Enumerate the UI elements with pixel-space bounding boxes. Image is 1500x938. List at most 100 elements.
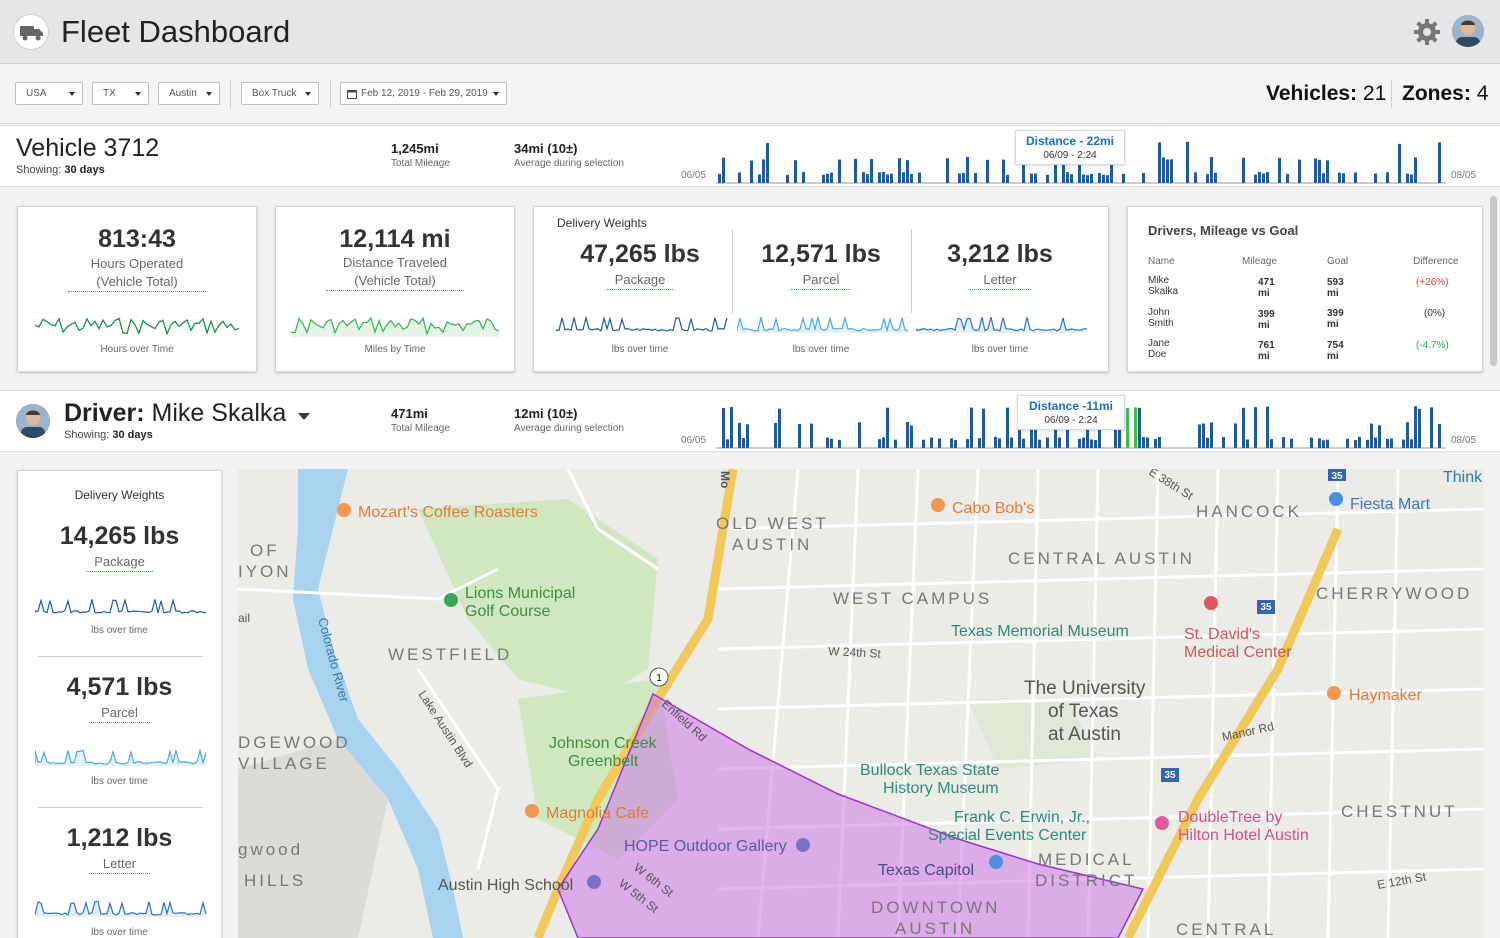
chart-bar [998,438,1001,448]
chart-bar [902,172,905,183]
chart-bar [778,408,781,448]
driver-title[interactable]: Driver: Mike Skalka [64,399,311,428]
city-dropdown[interactable]: Austin [158,82,220,105]
svg-text:Greenbelt: Greenbelt [568,753,639,770]
chart-bar [898,158,901,183]
chart-bar [1326,439,1329,448]
scrollbar[interactable] [1490,196,1497,366]
divider [732,229,733,313]
svg-text:Hilton Hotel Austin: Hilton Hotel Austin [1178,827,1309,844]
svg-text:at Austin: at Austin [1048,724,1121,745]
hours-sparkline[interactable] [35,307,241,337]
distance-sparkline[interactable] [291,307,499,337]
chart-bar [1098,421,1101,448]
svg-text:1: 1 [656,673,662,684]
chart-bar [1322,440,1325,448]
map-canvas[interactable]: 1 35 35 35 OLD WEST AUSTIN HANCOCK CENTR… [238,469,1484,938]
chart-bar [1138,407,1141,448]
svg-text:History Museum: History Museum [883,780,999,797]
chart-bar [1326,160,1329,183]
package-sparkline[interactable] [35,595,207,615]
drivers-title: Drivers, Mileage vs Goal [1148,223,1299,238]
chart-bar [1046,174,1049,183]
driver-showing: Showing: 30 days [64,429,153,441]
svg-text:DGEWOOD: DGEWOOD [238,733,351,752]
chevron-down-icon [493,92,499,96]
gear-icon[interactable] [1412,17,1442,47]
chart-bar [950,438,953,448]
svg-text:HANCOCK: HANCOCK [1196,502,1302,521]
chart-bar [986,159,989,183]
caret-down-icon[interactable] [297,411,311,421]
chart-bar [750,160,753,183]
chart-bar [1290,438,1293,448]
chart-bar [1158,436,1161,448]
vehicles-count: Vehicles: 21 [1266,82,1387,105]
chart-bar [1322,173,1325,183]
svg-text:W 24th St: W 24th St [828,644,882,661]
svg-text:Austin High School: Austin High School [438,877,573,894]
chart-bar [1318,438,1321,448]
chart-bar [1018,424,1021,448]
zones-count: Zones: 4 [1402,82,1489,105]
country-value: USA [26,88,47,99]
chart-bar [1210,422,1213,448]
chart-bar [978,438,981,448]
chart-bar [786,174,789,183]
chart-bar [758,174,761,183]
svg-text:Texas Memorial Museum: Texas Memorial Museum [951,623,1129,640]
divider [330,80,331,108]
chart-bar [1082,437,1085,448]
letter-sparkline[interactable] [35,897,207,917]
chart-bar [1102,174,1105,183]
chart-bar [966,156,969,183]
chart-bar [1374,437,1377,448]
chart-bar [1034,173,1037,183]
chart-bar [994,436,997,448]
distance-label: Distance Traveled [342,255,448,270]
date-range-value: Feb 12, 2019 - Feb 29, 2019 [361,88,488,99]
delivery-weights-title: Delivery Weights [557,216,647,230]
sparkline-path [35,597,207,614]
driver-weights-card: Delivery Weights 14,265 lbs Package lbs … [17,470,222,938]
chart-bar [1082,174,1085,183]
chevron-down-icon [305,92,311,96]
chart-bar [1202,423,1205,448]
vehicle-type-dropdown[interactable]: Box Truck [241,82,319,105]
chart-bar [1142,172,1145,183]
svg-text:VILLAGE: VILLAGE [238,754,330,773]
svg-text:DISTRICT: DISTRICT [1035,871,1137,890]
sparkline-path [35,900,207,916]
driver-distance-chart[interactable] [716,397,1446,449]
svg-text:35: 35 [1331,471,1343,482]
svg-text:OF: OF [250,541,280,560]
chart-bar [1222,437,1225,448]
driver-average: 12mi (10±) Average during selection [514,406,624,434]
chart-bar [910,174,913,183]
chart-bar [1258,171,1261,183]
state-dropdown[interactable]: TX [92,82,149,105]
chart-bar [946,158,949,183]
chart-bar [1106,175,1109,183]
chart-bar [1410,439,1413,448]
date-range-picker[interactable]: Feb 12, 2019 - Feb 29, 2019 [340,82,507,105]
svg-text:of Texas: of Texas [1048,701,1118,722]
chart-bar [1438,424,1441,448]
avatar[interactable] [1452,15,1484,47]
country-dropdown[interactable]: USA [15,82,83,105]
map-view[interactable]: 1 35 35 35 OLD WEST AUSTIN HANCOCK CENTR… [238,469,1484,938]
chart-bar [1062,159,1065,183]
letter-sparkline[interactable] [916,313,1088,333]
svg-text:Bullock Texas State: Bullock Texas State [860,762,999,779]
svg-text:St. David's: St. David's [1184,626,1260,643]
svg-text:HILLS: HILLS [244,871,306,890]
chart-bar [826,173,829,183]
chart-bar [1006,407,1009,448]
sparkline-path [35,317,240,336]
parcel-sparkline[interactable] [737,313,909,333]
svg-text:Cabo Bob's: Cabo Bob's [952,500,1034,517]
chart-bar [1206,174,1209,183]
package-sparkline[interactable] [556,313,728,333]
parcel-sparkline[interactable] [35,746,207,766]
divider [38,807,203,808]
